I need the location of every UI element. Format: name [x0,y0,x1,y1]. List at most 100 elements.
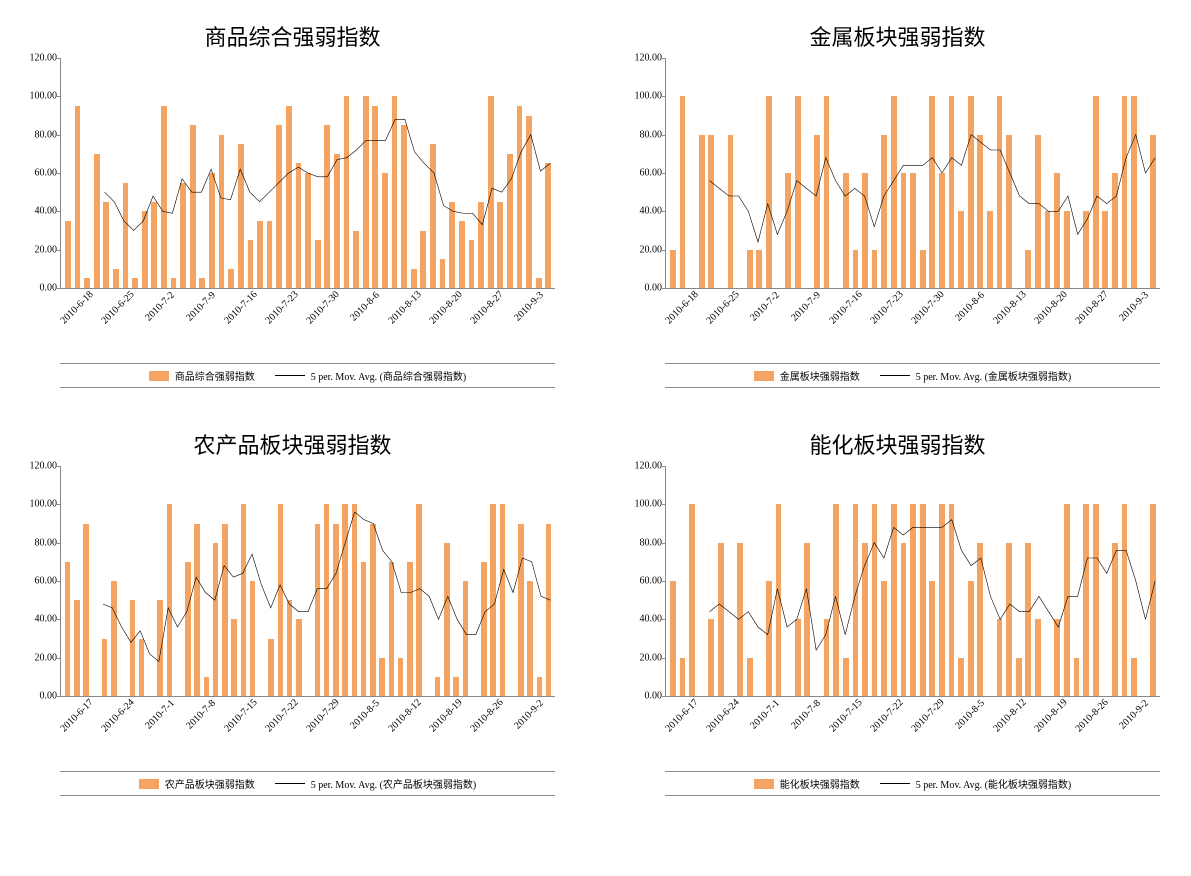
chart-title: 商品综合强弱指数 [20,20,565,52]
y-tick-label: 120.00 [30,461,58,472]
x-tick-label: 2010-7-29 [304,697,341,734]
y-tick-label: 0.00 [40,283,58,294]
x-tick-label: 2010-7-30 [909,289,946,326]
x-tick-label: 2010-8-26 [1073,697,1110,734]
x-tick-label: 2010-8-5 [953,698,987,732]
legend-item-bar: 农产品板块强弱指数 [139,776,255,791]
x-tick-label: 2010-6-18 [59,289,96,326]
x-tick-label: 2010-8-13 [991,289,1028,326]
y-tick-label: 40.00 [35,206,58,217]
y-tick-label: 20.00 [35,244,58,255]
legend-swatch-icon [149,371,169,381]
x-tick-label: 2010-8-27 [1073,289,1110,326]
plot-area: 0.0020.0040.0060.0080.00100.00120.00 [60,58,555,289]
x-tick-label: 2010-8-19 [1032,697,1069,734]
x-tick-label: 2010-7-9 [789,290,823,324]
legend-line-icon [275,783,305,784]
moving-avg-line [61,58,555,288]
legend: 商品综合强弱指数 5 per. Mov. Avg. (商品综合强弱指数) [60,363,555,388]
x-tick-label: 2010-6-24 [705,697,742,734]
x-tick-label: 2010-6-25 [705,289,742,326]
x-tick-label: 2010-8-20 [1032,289,1069,326]
legend-swatch-icon [754,779,774,789]
y-tick-label: 0.00 [645,283,663,294]
y-tick-label: 60.00 [640,168,663,179]
y-tick-label: 80.00 [35,537,58,548]
legend-label-line: 5 per. Mov. Avg. (金属板块强弱指数) [916,368,1072,383]
x-tick-label: 2010-7-8 [184,698,218,732]
y-tick-label: 100.00 [635,91,663,102]
x-tick-label: 2010-8-5 [348,698,382,732]
chart-metals: 金属板块强弱指数 0.0020.0040.0060.0080.00100.0012… [625,20,1170,388]
x-tick-label: 2010-9-3 [512,290,546,324]
legend-label-bar: 金属板块强弱指数 [780,368,860,383]
legend-label-bar: 商品综合强弱指数 [175,368,255,383]
chart-agri: 农产品板块强弱指数0.0020.0040.0060.0080.00100.001… [20,428,565,796]
x-tick-label: 2010-7-23 [868,289,905,326]
x-tick-label: 2010-7-1 [144,698,178,732]
plot-area: 0.0020.0040.0060.0080.00100.00120.00 [665,58,1160,289]
x-tick-label: 2010-7-15 [828,697,865,734]
y-tick-label: 60.00 [35,576,58,587]
x-tick-label: 2010-7-15 [223,697,260,734]
x-tick-label: 2010-9-2 [1117,698,1151,732]
y-tick-label: 20.00 [640,652,663,663]
x-tick-label: 2010-8-26 [468,697,505,734]
legend-swatch-icon [754,371,774,381]
y-tick-label: 80.00 [640,537,663,548]
y-tick-label: 40.00 [640,206,663,217]
legend-label-bar: 能化板块强弱指数 [780,776,860,791]
x-tick-label: 2010-8-27 [468,289,505,326]
y-axis: 0.0020.0040.0060.0080.00100.00120.00 [19,58,59,288]
legend-label-bar: 农产品板块强弱指数 [165,776,255,791]
x-tick-label: 2010-7-2 [749,290,783,324]
x-tick-label: 2010-8-12 [386,697,423,734]
x-tick-label: 2010-6-18 [664,289,701,326]
legend-item-line: 5 per. Mov. Avg. (金属板块强弱指数) [880,368,1072,383]
moving-avg-line [61,466,555,696]
x-tick-label: 2010-7-16 [223,289,260,326]
x-tick-label: 2010-8-6 [953,290,987,324]
x-tick-label: 2010-7-9 [184,290,218,324]
charts-grid: 商品综合强弱指数0.0020.0040.0060.0080.00100.0012… [20,20,1170,796]
x-axis: 2010-6-182010-6-252010-7-22010-7-92010-7… [665,289,1160,359]
legend-item-bar: 商品综合强弱指数 [149,368,255,383]
y-tick-label: 120.00 [635,53,663,64]
y-tick-label: 40.00 [640,614,663,625]
x-tick-label: 2010-8-6 [348,290,382,324]
y-tick-label: 120.00 [30,53,58,64]
y-tick-label: 0.00 [645,691,663,702]
y-tick-label: 100.00 [635,499,663,510]
y-tick-label: 20.00 [35,652,58,663]
y-tick-label: 60.00 [35,168,58,179]
x-tick-label: 2010-7-16 [828,289,865,326]
x-tick-label: 2010-7-29 [909,697,946,734]
x-tick-label: 2010-6-17 [59,697,96,734]
y-axis: 0.0020.0040.0060.0080.00100.00120.00 [624,58,664,288]
chart-composite: 商品综合强弱指数0.0020.0040.0060.0080.00100.0012… [20,20,565,388]
y-axis: 0.0020.0040.0060.0080.00100.00120.00 [19,466,59,696]
x-tick-label: 2010-6-25 [100,289,137,326]
x-axis: 2010-6-182010-6-252010-7-22010-7-92010-7… [60,289,555,359]
legend-item-line: 5 per. Mov. Avg. (能化板块强弱指数) [880,776,1072,791]
y-tick-label: 100.00 [30,91,58,102]
legend-label-line: 5 per. Mov. Avg. (商品综合强弱指数) [311,368,467,383]
x-tick-label: 2010-6-24 [100,697,137,734]
x-axis: 2010-6-172010-6-242010-7-12010-7-82010-7… [60,697,555,767]
x-tick-label: 2010-7-30 [304,289,341,326]
y-tick-label: 80.00 [35,129,58,140]
x-tick-label: 2010-6-17 [664,697,701,734]
x-tick-label: 2010-7-23 [263,289,300,326]
chart-title: 金属板块强弱指数 [625,20,1170,52]
y-tick-label: 120.00 [635,461,663,472]
x-tick-label: 2010-7-1 [749,698,783,732]
y-tick-label: 40.00 [35,614,58,625]
legend-label-line: 5 per. Mov. Avg. (能化板块强弱指数) [916,776,1072,791]
x-tick-label: 2010-8-13 [386,289,423,326]
legend-item-bar: 金属板块强弱指数 [754,368,860,383]
legend-item-line: 5 per. Mov. Avg. (农产品板块强弱指数) [275,776,477,791]
legend-item-line: 5 per. Mov. Avg. (商品综合强弱指数) [275,368,467,383]
plot-area: 0.0020.0040.0060.0080.00100.00120.00 [665,466,1160,697]
chart-title: 农产品板块强弱指数 [20,428,565,460]
x-tick-label: 2010-7-22 [263,697,300,734]
